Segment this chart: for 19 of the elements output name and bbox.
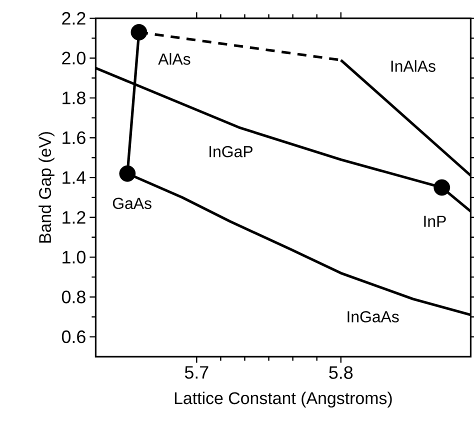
y-tick-label: 2.0 [62,52,86,64]
y-tick-label: 1.4 [62,171,86,184]
annotation: InGaAs [348,311,399,322]
y-tick-label: 1.6 [62,131,86,144]
y-tick-label: 1.8 [62,92,86,104]
annotation: InAlAs [391,60,436,72]
x-axis-title: Lattice Constant (Angstroms) [174,392,392,408]
y-tick-label: 2.2 [62,12,86,25]
y-tick-label: 1.2 [62,211,86,224]
x-tick-label: 5.8 [329,366,353,379]
annotation: InP [424,216,446,227]
annotation: AlAs [158,53,190,65]
annotation: GaAs [112,198,152,210]
y-tick-label: 1.0 [62,250,86,264]
y-tick-label: 0.6 [62,330,86,344]
y-axis-title: Band Gap (eV) [38,132,54,243]
x-tick-label: 5.7 [184,366,208,379]
annotation: InGaP [210,146,252,158]
y-tick-label: 0.8 [62,290,86,304]
